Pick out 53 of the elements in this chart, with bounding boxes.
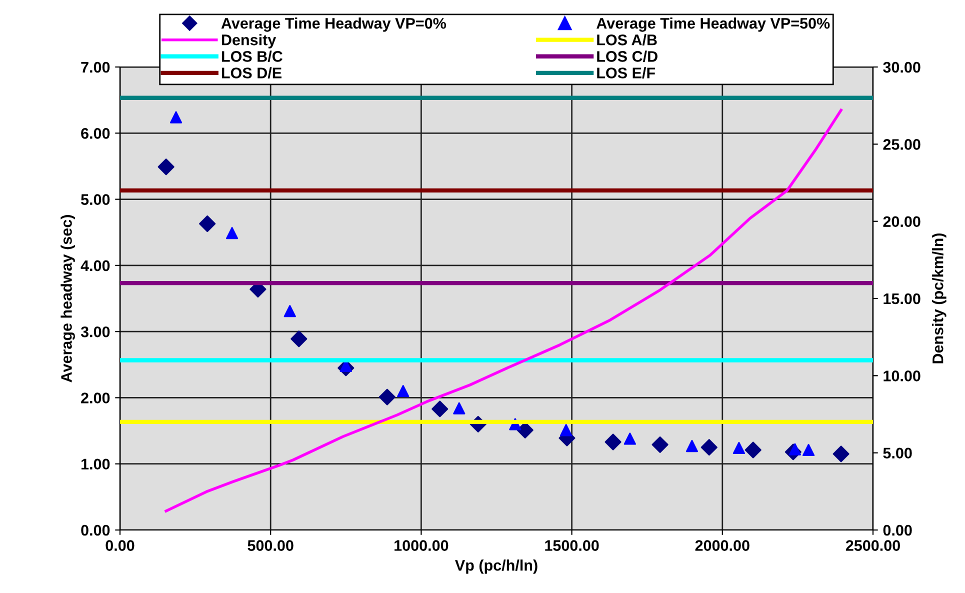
y2-tick-label: 10.00	[884, 370, 920, 382]
y2-tick-label: 30.00	[883, 62, 920, 73]
point	[170, 111, 182, 124]
line-series	[164, 108, 842, 512]
y-tick-label: 1.00	[82, 458, 110, 470]
y2-axis-title: Density (pc/km/ln)	[932, 233, 946, 364]
point	[832, 446, 850, 462]
y-tick-label: 6.00	[81, 128, 110, 139]
y-tick-label: 3.00	[80, 326, 110, 338]
y-tick-label: 2.00	[81, 392, 110, 404]
point	[686, 440, 698, 452]
point	[290, 330, 308, 348]
point	[397, 385, 410, 398]
y-tick-label: 0.00	[81, 524, 110, 536]
point	[432, 400, 448, 418]
point	[199, 215, 216, 232]
y2-tick-label: 5.00	[883, 448, 912, 459]
point	[453, 402, 466, 414]
point	[624, 432, 636, 445]
legend-label: Average Time Headway VP=0%	[221, 18, 446, 32]
y2-tick-label: 0.00	[883, 524, 912, 536]
point	[652, 436, 668, 453]
point	[560, 424, 572, 436]
x-tick-label: 2500.00	[846, 540, 900, 551]
y-tick-label: 4.00	[80, 260, 110, 272]
y-tick-label: 7.00	[81, 62, 110, 73]
legend-label: LOS C/D	[597, 50, 658, 62]
point	[604, 434, 622, 450]
x-tick-label: 0.00	[106, 540, 134, 551]
legend-label: LOS A/B	[597, 34, 657, 46]
y-tick-label: 5.00	[81, 194, 110, 205]
x-tick-label: 2000.00	[695, 540, 750, 551]
point	[226, 226, 238, 240]
x-tick-label: 1500.00	[545, 540, 599, 551]
legend-label: LOS B/C	[222, 50, 282, 62]
x-axis-title: Vp (pc/h/ln)	[455, 560, 538, 574]
x-tick-label: 500.00	[248, 540, 294, 551]
legend-label: Density	[222, 34, 276, 48]
point	[158, 158, 174, 176]
y2-tick-label: 20.00	[883, 216, 920, 228]
legend-label: Average Time Headway VP=50%	[596, 18, 830, 32]
point	[744, 442, 762, 458]
point	[802, 444, 815, 456]
x-tick-label: 1000.00	[394, 540, 448, 551]
legend-label: LOS D/E	[222, 67, 282, 79]
y-axis-title: Average headway (sec)	[60, 215, 75, 382]
point	[284, 304, 296, 318]
y2-tick-label: 25.00	[883, 139, 920, 150]
y2-tick-label: 15.00	[884, 293, 920, 304]
legend-label: LOS E/F	[597, 67, 655, 79]
point	[378, 388, 396, 406]
point	[700, 439, 718, 456]
point	[732, 442, 746, 454]
